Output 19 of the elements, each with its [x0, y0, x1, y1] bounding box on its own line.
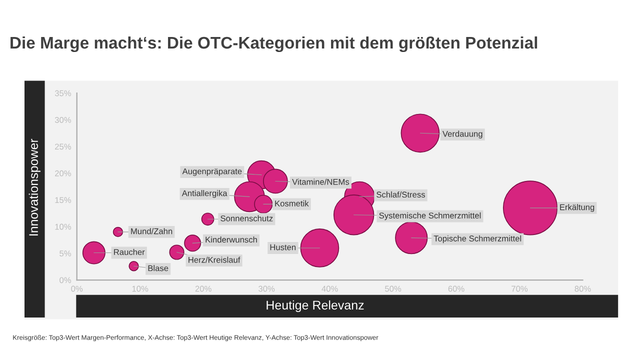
annotation: Antiallergika	[182, 190, 228, 198]
chart-title: Die Marge macht‘s: Die OTC-Kategorien mit dem größten Potenzial	[10, 36, 538, 52]
annotation: Sonnenschutz	[220, 215, 273, 222]
annotation: Husten	[270, 244, 296, 250]
annotation: Kinderwunsch	[206, 236, 257, 243]
annotation: Erkältung	[560, 204, 594, 212]
annotation: Mund/Zahn	[131, 228, 172, 234]
annotation: Raucher	[114, 248, 145, 256]
annotation: Kosmetik	[275, 200, 309, 206]
x-axis-title: Heutige Relevanz	[266, 300, 364, 312]
annotation: Blase	[148, 265, 168, 272]
annotation: Augenpräparate	[182, 168, 242, 176]
annotation: Topische Schmerzmittel	[434, 235, 522, 244]
annotation: Systemische Schmerzmittel	[379, 212, 481, 220]
y-axis-title: Innovationspower	[28, 138, 40, 236]
annotation: Vitamine/NEMs	[292, 178, 350, 185]
annotation: Verdauung	[442, 130, 482, 138]
annotation: Schlaf/Stress	[376, 191, 425, 198]
annotation: Herz/Kreislauf	[188, 256, 240, 263]
